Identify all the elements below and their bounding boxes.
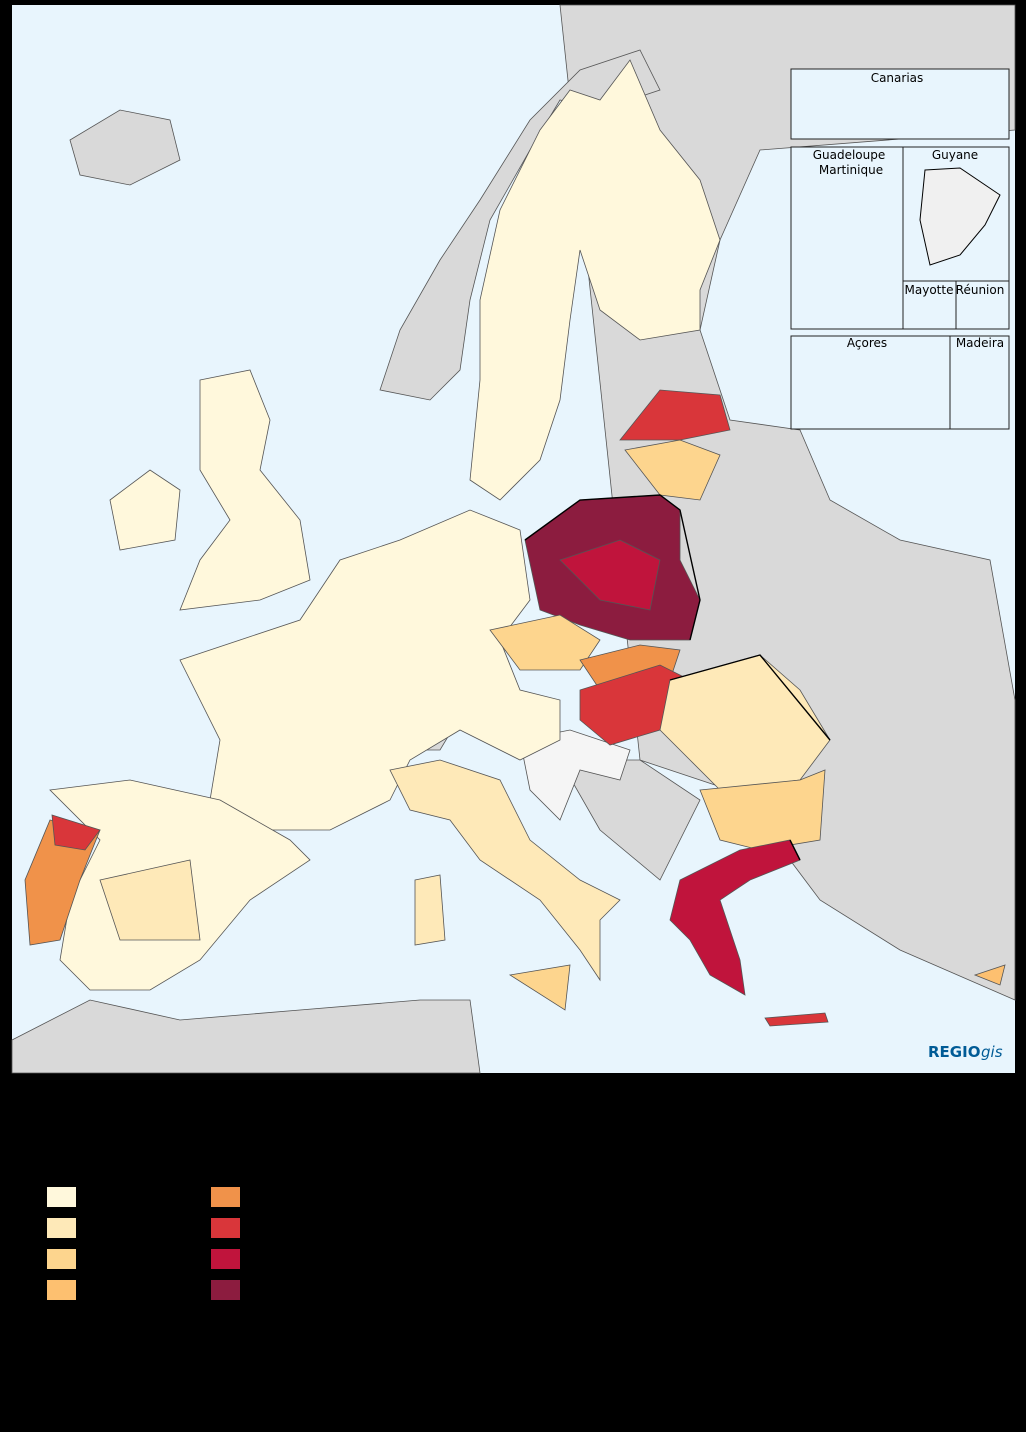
legend-swatch (47, 1187, 76, 1207)
inset-label: Açores (847, 336, 887, 350)
scandinavia (469, 59, 721, 501)
czechia (489, 614, 601, 671)
inset-label: Guyane (932, 148, 978, 162)
iceland (69, 109, 181, 186)
logo-regio: REGIO (928, 1043, 980, 1061)
lithuania (624, 439, 721, 501)
insets: Canarias Guadeloupe Martinique Guyane Ma… (790, 68, 1010, 430)
inset-label: Martinique (819, 163, 883, 177)
western-europe (179, 509, 561, 831)
legend (47, 1187, 240, 1300)
legend-swatch (211, 1218, 240, 1238)
legend-swatch (47, 1249, 76, 1269)
inset-box (790, 68, 1010, 140)
inset-label: Madeira (956, 336, 1004, 350)
inset-label: Réunion (956, 283, 1005, 297)
uk (179, 369, 311, 611)
sicily (508, 964, 571, 1011)
portugal-north (51, 814, 101, 851)
inset-label: Mayotte (905, 283, 954, 297)
spain-centre (99, 859, 201, 941)
sardinia (414, 874, 446, 946)
guyane-shape (919, 167, 1001, 266)
inset-label: Guadeloupe (813, 148, 886, 162)
crete (764, 1012, 829, 1027)
legend-swatch (47, 1280, 76, 1300)
legend-swatch (47, 1218, 76, 1238)
north-africa (11, 999, 481, 1074)
inset-label: Canarias (871, 71, 924, 85)
cyprus (973, 964, 1006, 986)
legend-swatch (211, 1187, 240, 1207)
bulgaria (699, 769, 826, 851)
italy (389, 759, 621, 982)
poland-south (559, 539, 661, 611)
eu-border (524, 494, 831, 861)
ireland (109, 469, 181, 551)
logo-gis: gis (981, 1043, 1003, 1061)
legend-swatch (211, 1249, 240, 1269)
croatia (519, 729, 631, 821)
inset-box (790, 335, 1010, 430)
legend-swatch (211, 1280, 240, 1300)
greece (669, 839, 801, 996)
latvia (619, 389, 731, 441)
